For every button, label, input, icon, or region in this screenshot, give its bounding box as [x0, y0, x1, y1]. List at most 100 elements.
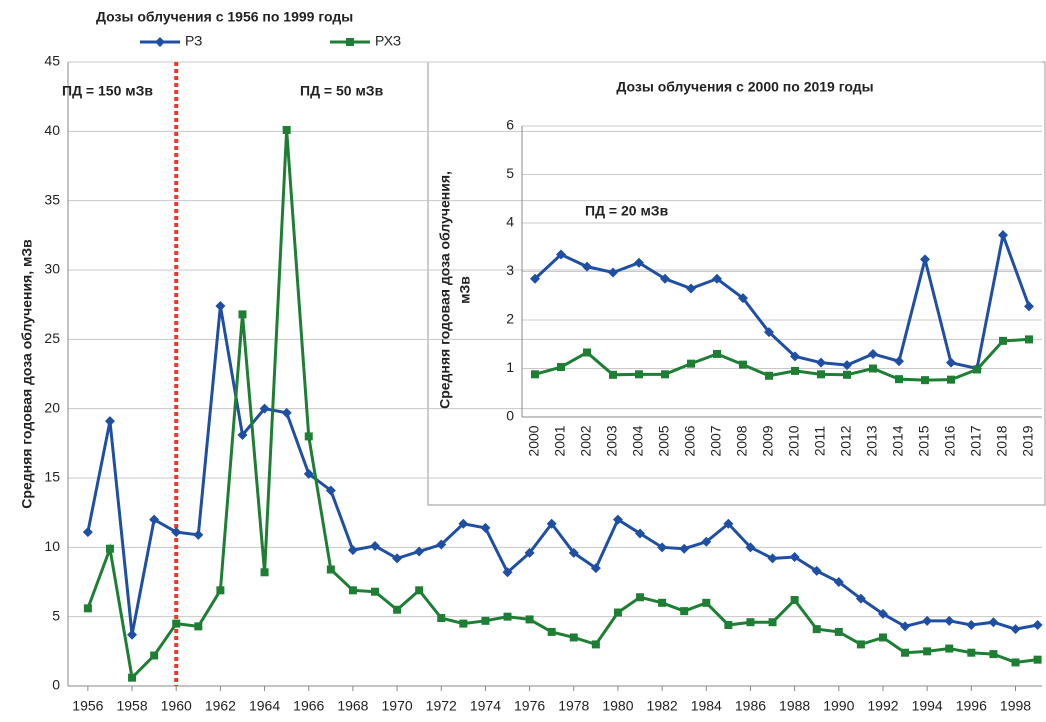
marker — [988, 617, 999, 628]
marker — [370, 587, 379, 596]
marker — [1010, 624, 1021, 635]
chart-title: Дозы облучения с 1956 по 1999 годы — [96, 9, 353, 25]
marker — [172, 619, 181, 628]
x-tick-label: 2004 — [630, 425, 646, 456]
y-axis-label: Средняя годовая доза облучения, мЗв — [19, 239, 35, 509]
marker — [877, 608, 888, 619]
marker — [920, 254, 930, 265]
y-tick-label: 2 — [506, 311, 514, 327]
marker — [609, 370, 617, 379]
marker — [82, 527, 93, 538]
marker — [895, 375, 903, 384]
marker — [155, 37, 165, 47]
x-tick-label: 1990 — [823, 698, 854, 714]
x-tick-label: 1996 — [956, 698, 987, 714]
x-tick-label: 1964 — [249, 698, 280, 714]
x-tick-label: 1974 — [470, 698, 501, 714]
marker — [325, 485, 336, 496]
x-tick-label: 1972 — [426, 698, 457, 714]
marker — [590, 563, 601, 574]
marker — [701, 536, 712, 547]
y-tick-label: 5 — [52, 607, 60, 623]
marker — [583, 348, 591, 357]
marker — [661, 370, 669, 379]
annotation: ПД = 50 мЗв — [300, 83, 384, 99]
marker — [833, 577, 844, 587]
marker — [105, 544, 114, 553]
x-tick-label: 2010 — [786, 425, 802, 456]
x-tick-label: 1970 — [382, 698, 413, 714]
x-tick-label: 2017 — [968, 425, 984, 456]
marker — [415, 586, 424, 595]
marker — [816, 357, 826, 368]
marker — [746, 618, 755, 627]
marker — [547, 627, 556, 636]
marker — [998, 230, 1008, 241]
y-tick-label: 4 — [506, 214, 514, 230]
marker — [150, 651, 159, 660]
y-tick-label: 5 — [506, 165, 514, 181]
marker — [414, 546, 425, 557]
marker — [215, 301, 226, 312]
marker — [947, 375, 955, 384]
inset-frame — [427, 61, 1046, 506]
marker — [817, 370, 825, 379]
marker — [1033, 655, 1042, 664]
series-line — [533, 229, 1031, 371]
marker — [569, 633, 578, 642]
marker — [635, 370, 643, 379]
marker — [127, 629, 138, 640]
legend-label: РЗ — [185, 33, 203, 49]
marker — [568, 547, 579, 558]
marker — [856, 640, 865, 649]
marker — [855, 593, 866, 604]
marker — [171, 527, 182, 538]
marker — [83, 604, 92, 613]
marker — [557, 363, 565, 372]
y-axis-label: Средняя годовая доза облучения, — [437, 171, 453, 409]
x-tick-label: 1998 — [1000, 698, 1031, 714]
x-tick-label: 2007 — [708, 425, 724, 456]
marker — [724, 620, 733, 629]
marker — [966, 619, 977, 630]
marker — [921, 376, 929, 385]
marker — [680, 607, 689, 616]
marker — [281, 407, 292, 418]
marker — [369, 540, 380, 551]
x-tick-label: 1992 — [867, 698, 898, 714]
marker — [764, 327, 774, 338]
y-tick-label: 30 — [44, 261, 60, 277]
marker — [812, 625, 821, 634]
marker — [702, 598, 711, 607]
x-tick-label: 2019 — [1020, 425, 1036, 456]
marker — [811, 565, 822, 576]
marker — [657, 542, 668, 553]
marker — [392, 553, 403, 564]
x-tick-label: 1956 — [72, 698, 103, 714]
marker — [237, 430, 248, 441]
y-tick-label: 3 — [506, 262, 514, 278]
x-tick-label: 2015 — [916, 425, 932, 456]
marker — [216, 586, 225, 595]
marker — [878, 633, 887, 642]
marker — [524, 547, 535, 558]
y-tick-label: 1 — [506, 359, 514, 375]
x-tick-label: 2001 — [552, 425, 568, 456]
marker — [679, 543, 690, 554]
marker — [790, 351, 800, 362]
marker — [260, 568, 269, 577]
y-tick-label: 0 — [506, 408, 514, 424]
x-tick-label: 1988 — [779, 698, 810, 714]
marker — [346, 38, 354, 46]
marker — [973, 365, 981, 374]
marker — [326, 565, 335, 574]
marker — [149, 514, 160, 525]
marker — [922, 615, 933, 626]
marker — [304, 432, 313, 441]
marker — [712, 273, 722, 284]
x-tick-label: 1968 — [337, 698, 368, 714]
x-tick-label: 1976 — [514, 698, 545, 714]
marker — [128, 673, 137, 682]
x-tick-label: 1958 — [116, 698, 147, 714]
